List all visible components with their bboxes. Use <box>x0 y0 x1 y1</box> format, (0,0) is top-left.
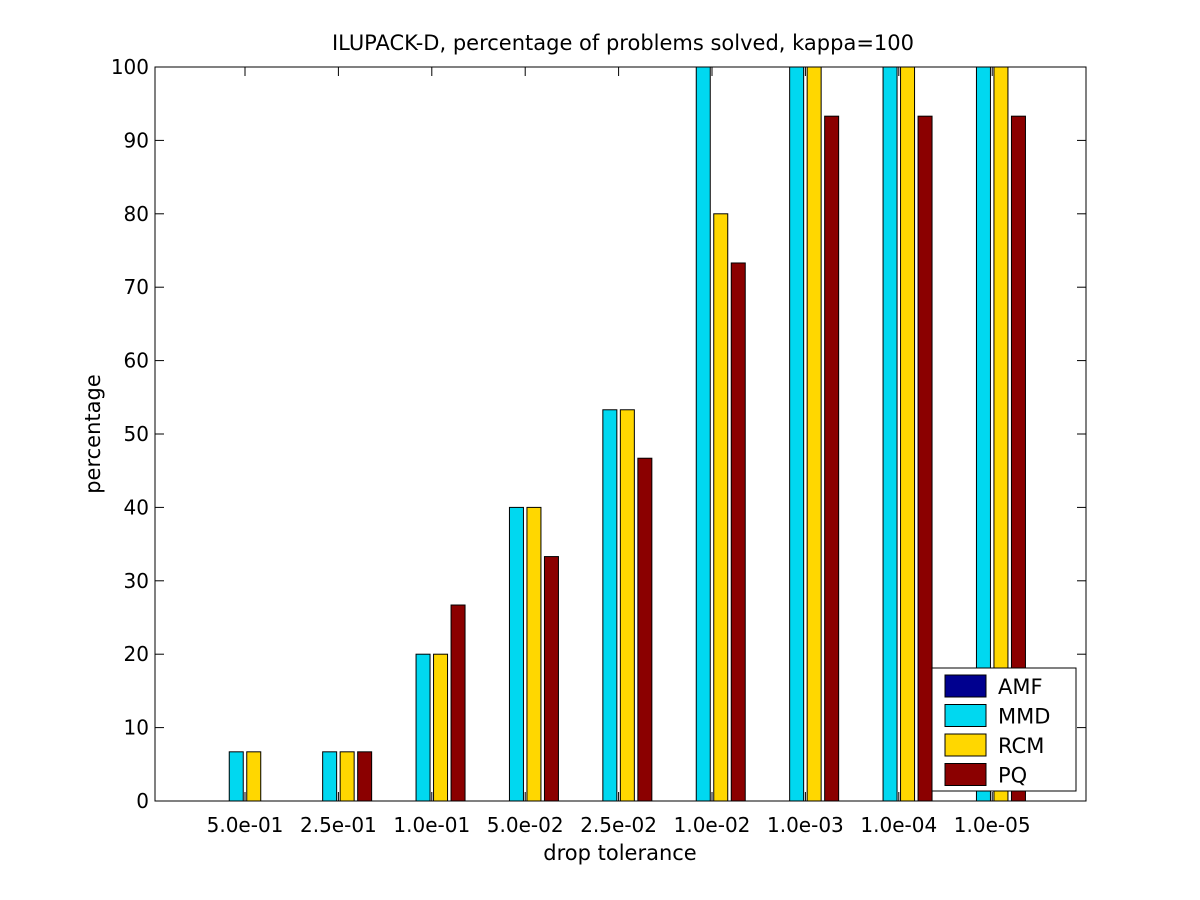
bars-group <box>228 66 1026 802</box>
legend: AMF MMD RCM PQ <box>931 667 1077 792</box>
bar-rcm <box>806 66 822 802</box>
bar-rcm <box>619 409 635 802</box>
x-tick-label: 2.5e-02 <box>580 813 657 837</box>
bar-mmd <box>602 409 618 802</box>
bar-mmd <box>882 66 898 802</box>
x-tick-label: 5.0e-01 <box>207 813 284 837</box>
legend-swatch-rcm <box>944 733 987 757</box>
x-tick-label: 1.0e-02 <box>674 813 751 837</box>
bar-rcm <box>526 506 542 802</box>
legend-swatch-amf <box>944 674 987 698</box>
y-tick-label: 10 <box>124 716 149 740</box>
bar-rcm <box>433 653 449 802</box>
y-tick-label: 20 <box>124 642 149 666</box>
legend-label-rcm: RCM <box>998 734 1044 758</box>
bar-mmd <box>322 751 338 802</box>
legend-label-mmd: MMD <box>998 705 1050 729</box>
bar-rcm <box>900 66 916 802</box>
x-tick-label: 1.0e-01 <box>393 813 470 837</box>
bar-pq <box>730 262 746 802</box>
y-tick-label: 90 <box>124 128 149 152</box>
bar-pq <box>543 556 559 802</box>
bar-rcm <box>246 751 262 802</box>
legend-label-amf: AMF <box>998 675 1043 699</box>
bar-mmd <box>695 66 711 802</box>
bar-mmd <box>508 506 524 802</box>
bar-pq <box>450 604 466 802</box>
y-tick-label: 30 <box>124 569 149 593</box>
x-tick-label: 5.0e-02 <box>487 813 564 837</box>
x-tick-label: 1.0e-03 <box>767 813 844 837</box>
y-tick-label: 50 <box>124 422 149 446</box>
x-tick-label: 1.0e-05 <box>954 813 1031 837</box>
y-tick-label: 40 <box>124 495 149 519</box>
bar-mmd <box>789 66 805 802</box>
y-tick-label: 100 <box>111 55 149 79</box>
x-tick-label: 2.5e-01 <box>300 813 377 837</box>
bar-pq <box>917 115 933 802</box>
legend-swatch-mmd <box>944 704 987 727</box>
x-axis: 5.0e-01 2.5e-01 1.0e-01 5.0e-02 2.5e-02 1.0e-… <box>207 67 1031 837</box>
bar-mmd <box>415 653 431 802</box>
bar-pq <box>824 115 840 802</box>
x-tick-label: 1.0e-04 <box>860 813 937 837</box>
bar-rcm <box>339 751 355 802</box>
y-tick-label: 60 <box>124 349 149 373</box>
bar-mmd <box>228 751 244 802</box>
bar-pq <box>637 457 653 802</box>
y-axis-label: percentage <box>81 374 105 494</box>
legend-swatch-pq <box>944 763 987 786</box>
x-axis-label: drop tolerance <box>543 841 696 865</box>
y-tick-label: 0 <box>136 789 149 813</box>
y-tick-label: 70 <box>124 275 149 299</box>
chart-title: ILUPACK-D, percentage of problems solved… <box>332 31 914 55</box>
y-axis: 0 10 20 30 40 50 60 70 80 90 100 <box>111 55 1086 813</box>
legend-label-pq: PQ <box>998 764 1027 788</box>
bar-rcm <box>713 213 729 802</box>
bar-pq <box>357 751 373 802</box>
y-tick-label: 80 <box>124 202 149 226</box>
